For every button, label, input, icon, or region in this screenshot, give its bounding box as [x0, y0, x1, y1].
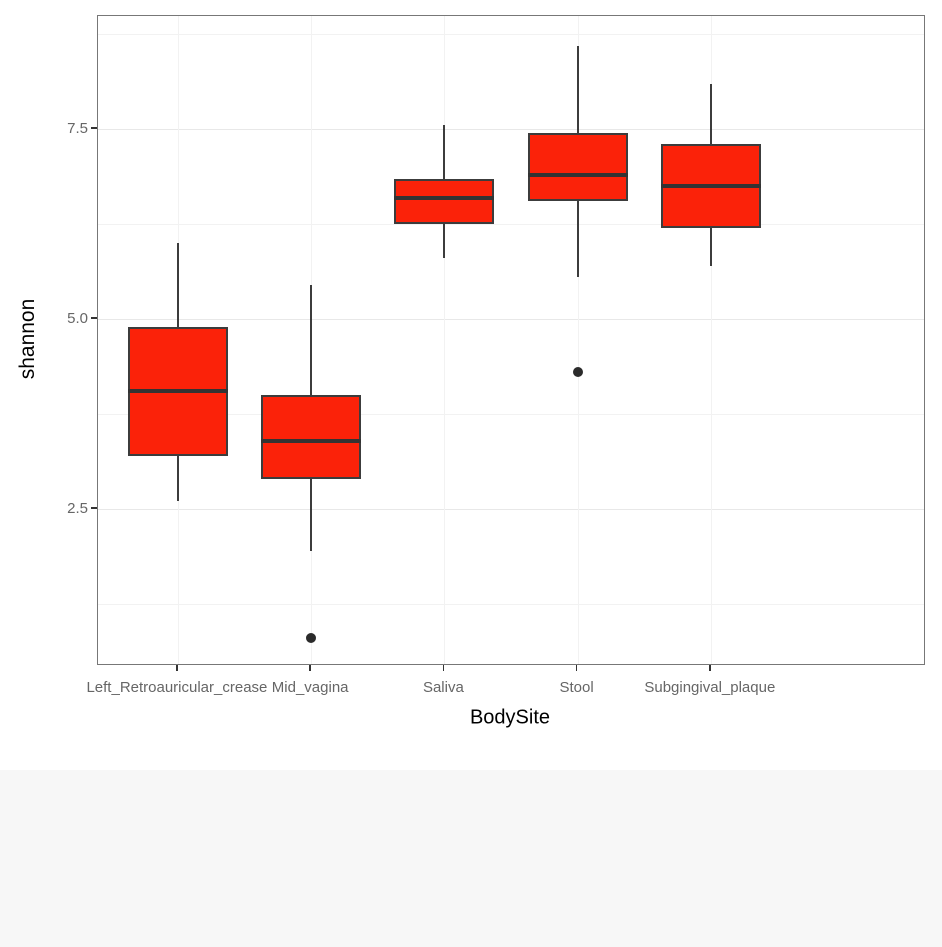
gridline-minor — [98, 414, 924, 416]
y-tick-label: 5.0 — [67, 309, 88, 327]
bottom-panel — [0, 770, 942, 947]
x-tick-mark — [575, 664, 578, 671]
outlier-point — [306, 633, 317, 644]
y-tick-mark — [91, 127, 97, 129]
y-tick-label: 2.5 — [67, 499, 88, 517]
x-tick-mark — [709, 664, 711, 671]
x-tick-label: Subgingival_plaque — [644, 679, 776, 696]
gridline-vertical — [444, 16, 446, 664]
whisker-lower — [310, 478, 313, 551]
whisker-lower — [443, 224, 446, 259]
plot-panel — [97, 15, 925, 665]
gridline-vertical — [710, 16, 712, 664]
boxplot-box-Saliva — [394, 178, 495, 225]
whisker-upper — [576, 45, 579, 133]
gridline-major — [98, 509, 924, 511]
x-tick-mark — [309, 664, 311, 671]
x-tick-label: Saliva — [422, 679, 464, 696]
median-line — [127, 389, 228, 394]
x-axis-title: BodySite — [469, 706, 551, 729]
whisker-lower — [709, 227, 712, 266]
median-line — [261, 438, 362, 443]
gridline-minor — [98, 603, 924, 605]
gridline-minor — [98, 34, 924, 36]
whisker-lower — [576, 201, 579, 278]
x-tick-label: Left_Retroauricular_crease — [86, 679, 268, 696]
x-tick-label: Mid_vagina — [271, 679, 349, 696]
whisker-upper — [709, 83, 712, 145]
x-tick-mark — [176, 664, 178, 671]
median-line — [527, 172, 628, 177]
x-tick-mark — [442, 664, 445, 671]
y-tick-mark — [91, 317, 97, 319]
gridline-major — [98, 129, 924, 131]
y-tick-mark — [91, 507, 97, 509]
y-axis-title: shannon — [16, 298, 39, 380]
whisker-upper — [176, 243, 179, 327]
gridline-minor — [98, 224, 924, 226]
whisker-upper — [443, 125, 446, 179]
median-line — [660, 184, 761, 189]
outlier-point — [572, 367, 583, 378]
median-line — [394, 195, 495, 200]
whisker-upper — [310, 284, 313, 396]
boxplot-box-Mid_vagina — [261, 395, 362, 479]
whisker-lower — [176, 455, 179, 502]
gridline-major — [98, 319, 924, 321]
gridline-vertical — [577, 16, 579, 664]
y-tick-label: 7.5 — [67, 119, 88, 137]
boxplot-box-Stool — [527, 132, 628, 202]
x-tick-label: Stool — [559, 679, 594, 696]
